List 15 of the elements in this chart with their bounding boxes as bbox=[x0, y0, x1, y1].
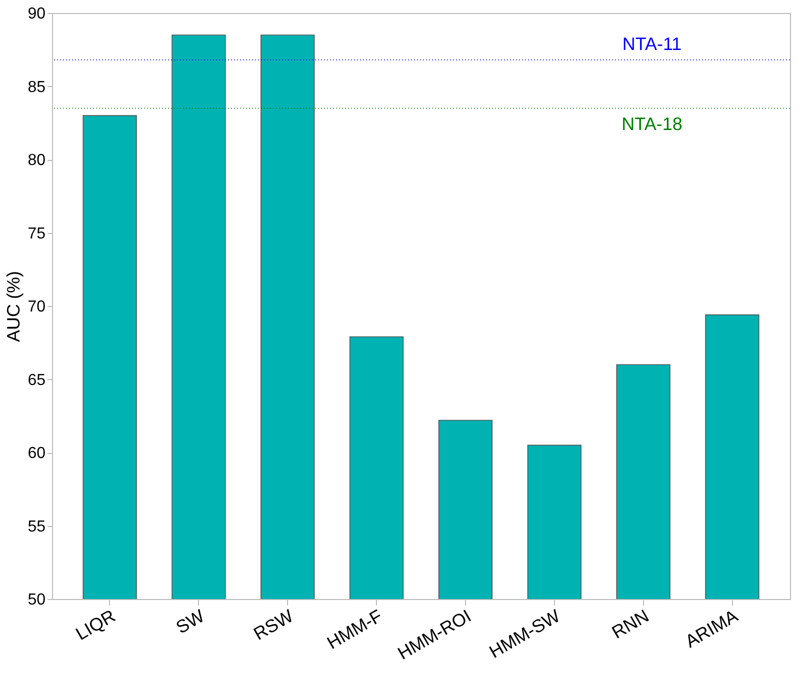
y-tick-label: 75 bbox=[28, 225, 46, 242]
y-tick-label: 55 bbox=[28, 518, 46, 536]
x-tick-label: LIQR bbox=[72, 606, 119, 644]
y-axis-title: AUC (%) bbox=[4, 271, 24, 342]
y-tick-label: 70 bbox=[28, 298, 46, 316]
y-tick-label: 60 bbox=[28, 445, 46, 462]
ref-line-label: NTA-18 bbox=[622, 114, 682, 134]
x-tick-label: SW bbox=[172, 606, 208, 638]
y-tick-label: 65 bbox=[28, 372, 46, 389]
y-tick-label: 85 bbox=[28, 78, 46, 96]
x-tick-label: RNN bbox=[608, 606, 652, 643]
y-tick-label: 50 bbox=[28, 592, 46, 608]
ref-line-label: NTA-11 bbox=[622, 34, 682, 54]
y-tick-label: 80 bbox=[28, 152, 46, 169]
y-tick-label: 90 bbox=[28, 6, 46, 22]
